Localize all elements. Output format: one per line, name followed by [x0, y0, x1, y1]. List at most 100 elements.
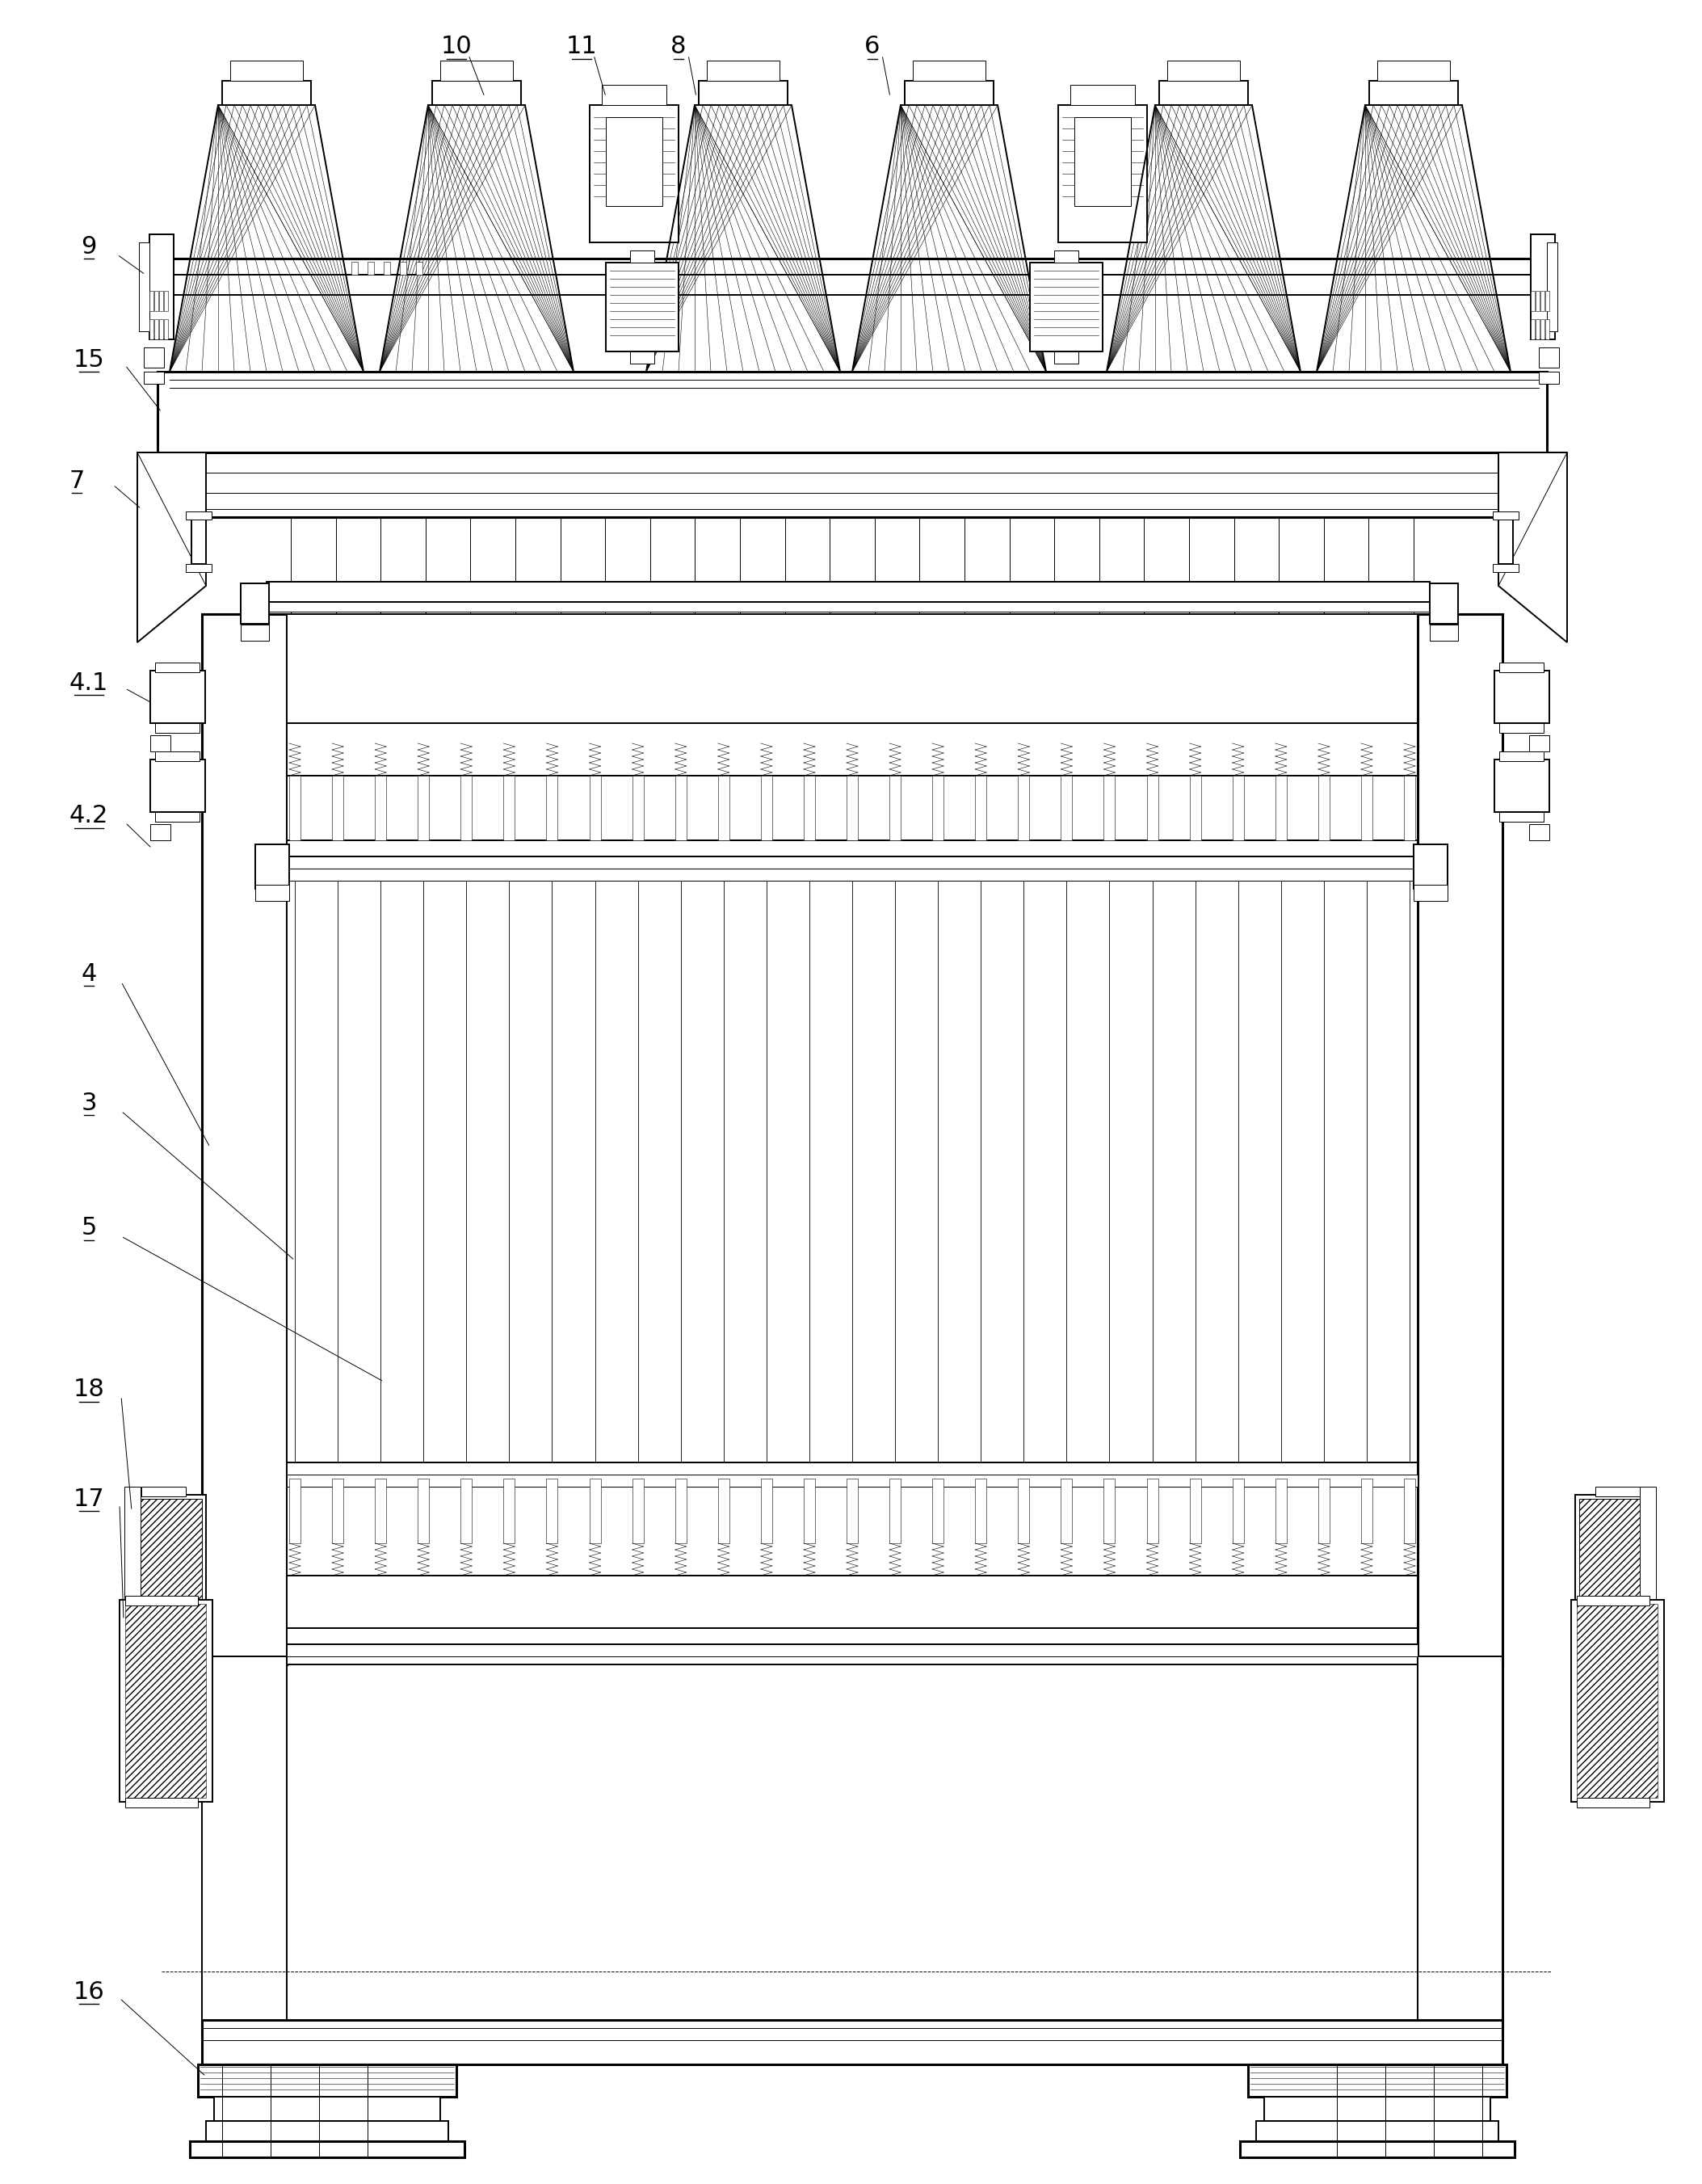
Bar [1499, 662, 1544, 673]
Bar [1498, 515, 1513, 563]
Bar [1418, 1655, 1503, 2035]
Bar [1147, 1479, 1157, 1544]
Bar [163, 319, 168, 339]
Bar [267, 603, 1430, 612]
Bar [289, 775, 301, 841]
Text: 17: 17 [73, 1487, 104, 1511]
Bar [203, 614, 286, 1664]
Bar [126, 1603, 206, 1797]
Bar [1530, 319, 1535, 339]
Bar [1576, 1797, 1649, 1808]
Text: 10: 10 [441, 35, 471, 59]
Bar [1539, 371, 1559, 384]
Bar [163, 290, 168, 310]
Bar [912, 61, 985, 81]
Bar [676, 1479, 686, 1544]
Bar [1535, 290, 1540, 310]
Bar [933, 775, 943, 841]
Bar [1059, 105, 1147, 242]
Bar [203, 1655, 286, 2035]
Bar [1494, 760, 1549, 812]
Bar [1418, 614, 1503, 1664]
Text: 9: 9 [82, 234, 97, 258]
Bar [143, 371, 163, 384]
Text: 4.2: 4.2 [70, 804, 109, 828]
Bar [206, 2121, 448, 2140]
Bar [1576, 1603, 1658, 1797]
Bar [203, 2020, 1503, 2064]
Bar [1414, 885, 1447, 902]
Bar [1499, 812, 1544, 821]
Bar [504, 1479, 516, 1544]
Bar [286, 1474, 1418, 1487]
Bar [1530, 290, 1535, 310]
Bar [761, 1479, 773, 1544]
Bar [140, 242, 150, 332]
Bar [546, 775, 558, 841]
Bar [197, 2064, 456, 2097]
Bar [1190, 775, 1202, 841]
Bar [1275, 1479, 1287, 1544]
Bar [1528, 823, 1549, 841]
Bar [933, 1479, 943, 1544]
Bar [1595, 1634, 1639, 1642]
Bar [240, 583, 269, 625]
Bar [1362, 775, 1372, 841]
Bar [1317, 775, 1329, 841]
Bar [1190, 1479, 1202, 1544]
Bar [1265, 2097, 1491, 2121]
Bar [368, 262, 374, 275]
Text: 8: 8 [671, 35, 686, 59]
Bar [1105, 1479, 1115, 1544]
Polygon shape [1106, 105, 1300, 371]
Bar [1377, 61, 1450, 81]
Bar [1547, 242, 1557, 332]
Bar [1317, 1479, 1329, 1544]
Bar [975, 775, 987, 841]
Bar [1232, 1479, 1244, 1544]
Bar [631, 775, 643, 841]
Bar [630, 251, 654, 262]
Bar [1054, 352, 1079, 363]
Bar [155, 723, 199, 734]
Bar [155, 662, 199, 673]
Bar [546, 1479, 558, 1544]
Bar [1576, 1597, 1649, 1605]
Bar [1528, 736, 1549, 751]
Bar [158, 290, 163, 310]
Bar [155, 319, 158, 339]
Bar [203, 452, 1503, 518]
Bar [286, 1645, 1418, 1655]
Bar [1404, 775, 1416, 841]
Bar [1074, 118, 1130, 205]
Bar [1414, 845, 1447, 889]
Bar [589, 105, 679, 242]
Bar [1256, 2121, 1498, 2140]
Bar [223, 81, 311, 105]
Bar [230, 61, 303, 81]
Bar [417, 775, 429, 841]
Bar [286, 869, 1418, 880]
Bar [383, 262, 390, 275]
Bar [203, 1655, 1503, 2035]
Bar [1595, 1487, 1639, 1496]
Bar [631, 1479, 643, 1544]
Bar [286, 1463, 1418, 1479]
Bar [150, 290, 153, 310]
Bar [286, 1575, 1418, 1627]
Bar [150, 760, 206, 812]
Bar [1639, 1487, 1656, 1636]
Bar [150, 823, 170, 841]
Bar [761, 775, 773, 841]
Bar [606, 262, 679, 352]
Bar [1275, 775, 1287, 841]
Bar [706, 61, 780, 81]
Text: 15: 15 [73, 347, 104, 371]
Bar [1430, 625, 1459, 640]
Bar [286, 614, 1418, 1664]
Bar [1404, 1479, 1416, 1544]
Bar [255, 845, 289, 889]
Polygon shape [138, 452, 206, 642]
Bar [803, 775, 815, 841]
Bar [1018, 1479, 1030, 1544]
